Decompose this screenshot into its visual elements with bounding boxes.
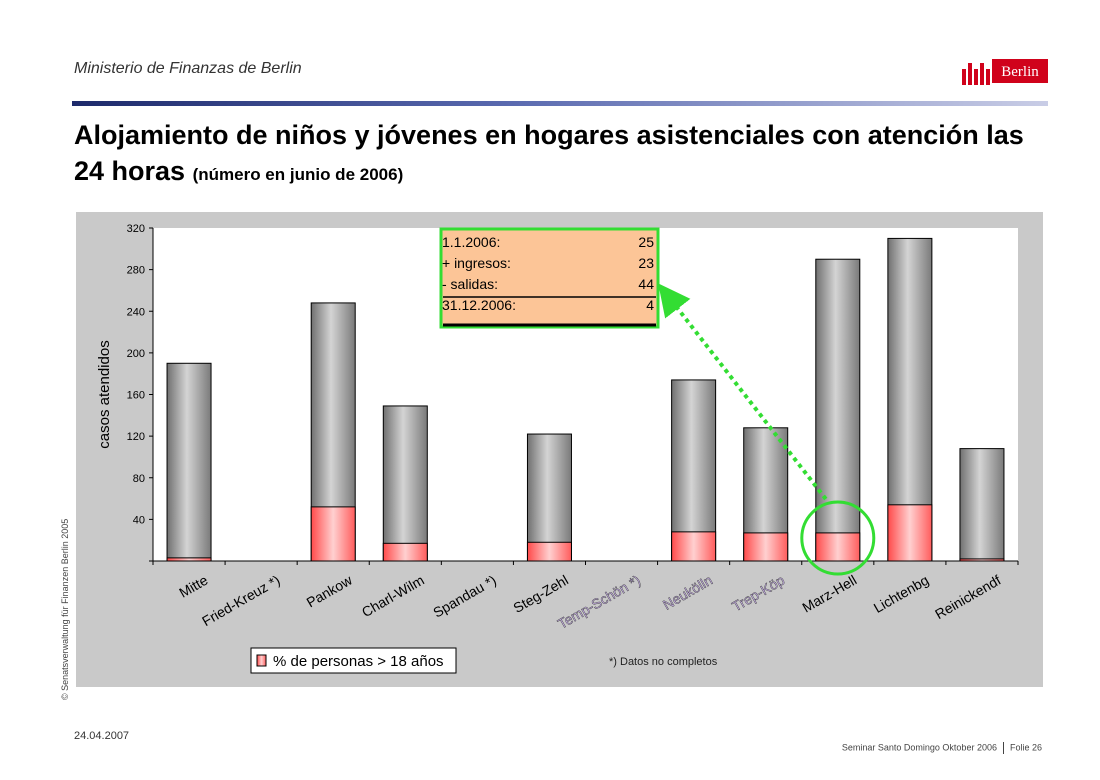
x-tick-label: Lichtenbg <box>871 572 932 616</box>
copyright-text: © Senatsverwaltung für Finanzen Berlin 2… <box>60 518 70 700</box>
bar-adults <box>887 504 933 562</box>
legend-swatch <box>256 654 267 667</box>
x-tick-label: Marz-Hell <box>799 572 859 616</box>
title-main: Alojamiento de niños y jóvenes en hogare… <box>74 120 1024 186</box>
bar-adults <box>166 557 212 562</box>
x-tick-label: Neukölln <box>660 572 715 613</box>
slide-date: 24.04.2007 <box>74 730 130 742</box>
bar-total <box>959 448 1005 562</box>
x-tick-label: Fried-Kreuz *) <box>199 572 282 629</box>
bar-adults <box>382 542 428 562</box>
legend-label: % de personas > 18 años <box>273 653 444 670</box>
bar-total <box>166 362 212 562</box>
header-divider <box>72 101 1048 106</box>
x-tick-label: Trep-Köp <box>729 572 787 615</box>
callout-value: 23 <box>638 255 654 271</box>
bar-chart: 40 80 120 160 200 240 280 320 casos atendidos Mit… <box>96 223 1019 674</box>
x-tick-label: Mitte <box>176 572 210 601</box>
x-tick-label: Charl-Wilm <box>359 572 427 620</box>
callout-label: 1.1.2006: <box>442 234 500 250</box>
chart-footnote: *) Datos no completos <box>609 656 718 668</box>
y-tick-label: 200 <box>127 348 145 360</box>
bar-adults <box>743 532 789 562</box>
bar-adults <box>310 506 356 562</box>
seminar-name: Seminar Santo Domingo Oktober 2006 <box>841 742 997 753</box>
title-subtitle: (número en junio de 2006) <box>192 165 404 184</box>
x-tick-label: Pankow <box>304 571 356 610</box>
bar-adults <box>671 531 717 562</box>
logo-text: Berlin <box>1001 64 1039 80</box>
legend-box <box>250 647 457 674</box>
callout-label: + ingresos: <box>442 255 511 271</box>
y-tick-label: 80 <box>133 473 145 485</box>
footer-separator <box>1002 742 1004 754</box>
bar-adults <box>526 541 572 562</box>
callout-value: 4 <box>646 297 654 313</box>
y-tick-label: 160 <box>127 390 145 402</box>
callout-label: - salidas: <box>442 276 498 292</box>
x-tick-label: Spandau *) <box>430 572 499 621</box>
slide-number: Folie 26 <box>1009 742 1042 753</box>
y-tick-label: 280 <box>127 265 145 277</box>
y-axis-label: casos atendidos <box>96 340 113 448</box>
callout-arrow <box>658 283 828 501</box>
callout-label: 31.12.2006: <box>442 297 516 313</box>
bar-total <box>382 405 428 562</box>
callout-value: 25 <box>638 234 654 250</box>
bar-adults <box>815 532 861 562</box>
y-tick-label: 40 <box>133 514 145 526</box>
y-tick-label: 120 <box>127 431 145 443</box>
x-tick-label: Steg-Zehl <box>510 572 571 616</box>
organization-name: Ministerio de Finanzas de Berlin <box>74 60 302 77</box>
slide-title: Alojamiento de niños y jóvenes en hogare… <box>74 117 1054 193</box>
y-tick-label: 320 <box>127 223 145 235</box>
slide-footer: Seminar Santo Domingo Oktober 2006 Folie … <box>842 742 1042 754</box>
berlin-logo: Berlin <box>962 59 1048 85</box>
callout-box <box>439 227 660 329</box>
bar-total <box>671 379 717 562</box>
highlight-circle <box>800 500 876 576</box>
bar-adults <box>959 558 1005 562</box>
x-tick-label: Reinickendf <box>932 572 1003 622</box>
callout-value: 44 <box>638 276 654 292</box>
bar-total <box>526 433 572 562</box>
bar-total <box>815 258 861 562</box>
y-tick-label: 240 <box>127 306 145 318</box>
